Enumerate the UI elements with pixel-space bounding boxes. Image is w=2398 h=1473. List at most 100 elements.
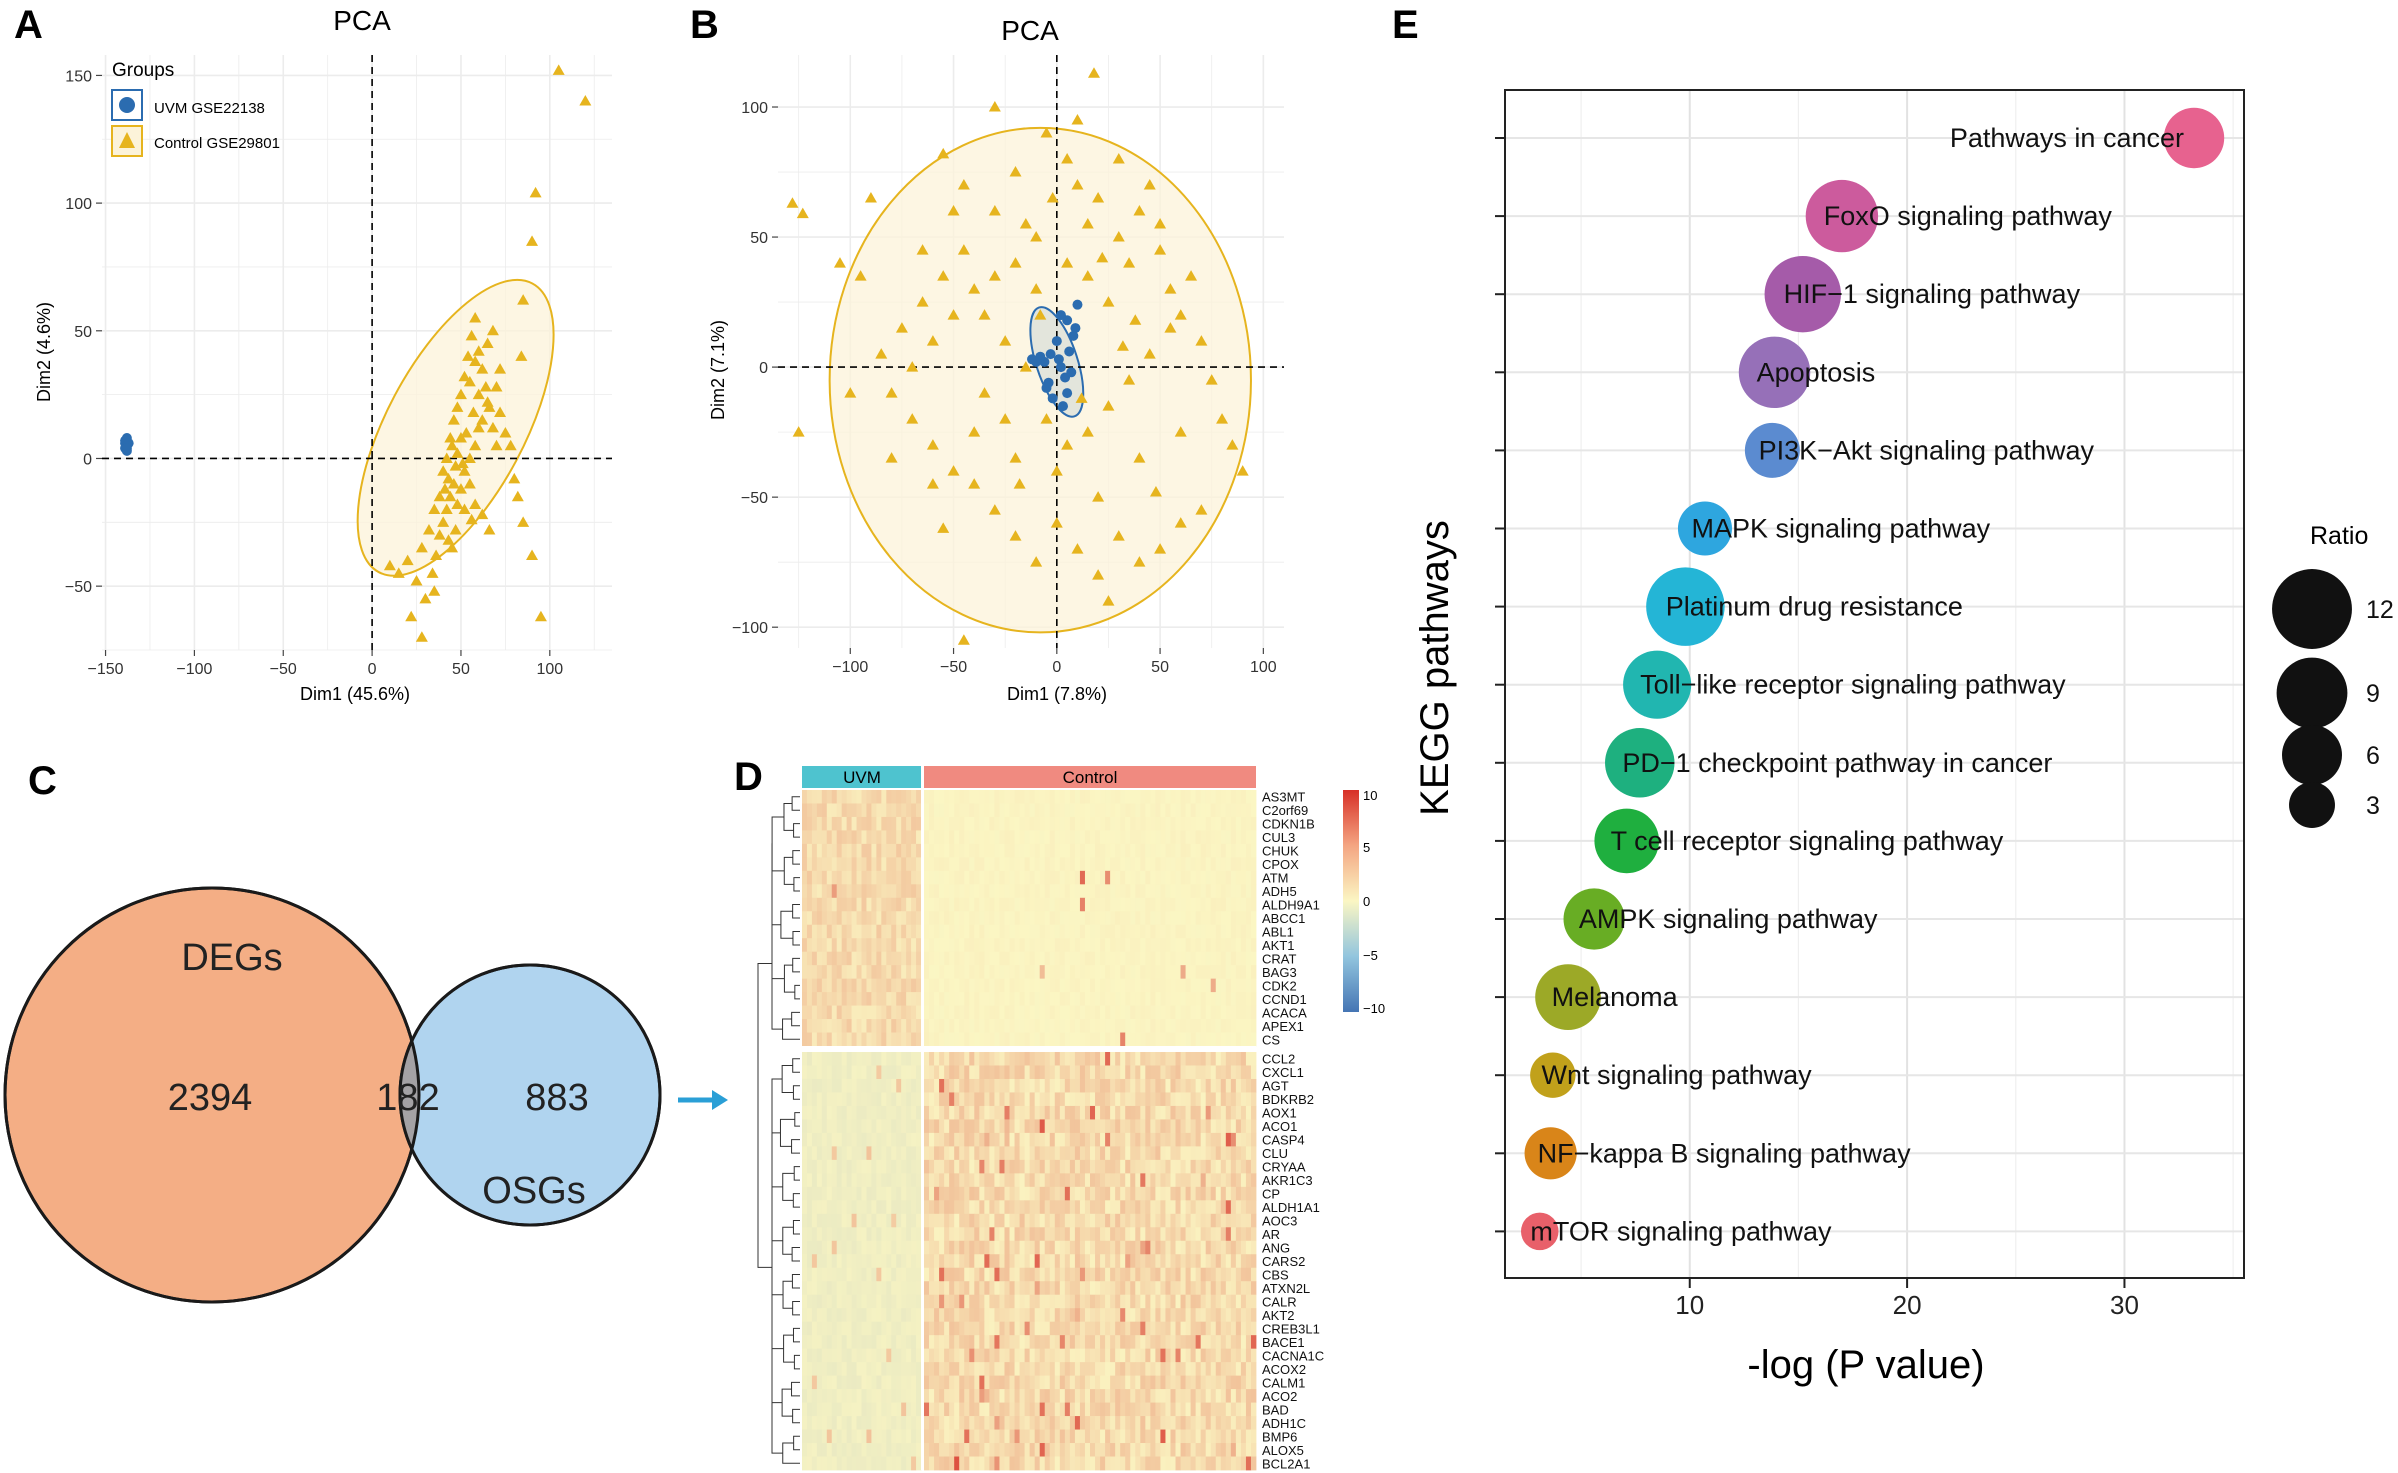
- heat-cell: [1059, 1335, 1066, 1350]
- heat-cell: [1145, 1032, 1151, 1047]
- heat-cell: [1215, 1443, 1222, 1457]
- heat-cell: [999, 816, 1005, 831]
- heat-cell: [856, 1019, 862, 1033]
- heat-cell: [1240, 1348, 1247, 1363]
- y-tick-label: 50: [74, 324, 92, 341]
- gene-label: CRYAA: [1262, 1160, 1306, 1175]
- heat-cell: [1135, 1119, 1141, 1134]
- heat-cell: [1059, 857, 1066, 872]
- heat-cell: [1059, 992, 1066, 1006]
- heat-cell: [1210, 1173, 1217, 1188]
- heat-cell: [1019, 1443, 1026, 1457]
- heat-cell: [1069, 857, 1076, 872]
- heat-cell: [944, 1416, 950, 1430]
- heat-cell: [1034, 1321, 1041, 1336]
- heat-cell: [944, 1052, 950, 1066]
- heat-cell: [999, 897, 1005, 912]
- heat-cell: [924, 1375, 930, 1390]
- heat-cell: [1014, 816, 1020, 831]
- heat-cell: [1100, 1078, 1106, 1093]
- heat-cell: [1059, 1348, 1066, 1363]
- gene-label: ANG: [1262, 1241, 1290, 1256]
- heat-cell: [1110, 803, 1116, 818]
- heat-cell: [1095, 1416, 1101, 1430]
- heat-cell: [871, 1321, 877, 1336]
- heat-cell: [806, 1294, 813, 1309]
- heat-cell: [1090, 951, 1096, 966]
- heat-cell: [1044, 965, 1051, 980]
- heat-cell: [866, 1281, 872, 1296]
- heat-cell: [1175, 1281, 1181, 1296]
- heat-cell: [821, 897, 828, 912]
- heat-cell: [1014, 1105, 1020, 1120]
- heat-cell: [861, 1240, 867, 1255]
- heat-cell: [1150, 1092, 1156, 1107]
- heat-cell: [929, 1186, 935, 1201]
- heat-cell: [1180, 938, 1186, 953]
- y-tick-label: 50: [750, 230, 768, 247]
- heat-cell: [974, 1362, 980, 1377]
- heat-cell: [974, 830, 980, 845]
- heat-cell: [1105, 1213, 1111, 1228]
- heat-cell: [876, 1375, 882, 1390]
- heat-cell: [1165, 1227, 1171, 1242]
- heat-cell: [1160, 1389, 1166, 1403]
- heat-cell: [886, 1254, 892, 1269]
- heat-cell: [1170, 1052, 1176, 1066]
- heat-cell: [1155, 965, 1161, 980]
- heat-cell: [1160, 1186, 1166, 1201]
- heat-cell: [1185, 870, 1192, 885]
- heat-cell: [1024, 1146, 1031, 1161]
- heat-cell: [1205, 1078, 1212, 1093]
- heat-cell: [1155, 1019, 1161, 1033]
- point-control: [1081, 426, 1094, 437]
- heat-cell: [886, 1443, 892, 1457]
- heat-cell: [1125, 1186, 1131, 1201]
- x-tick-label: 0: [1052, 659, 1061, 676]
- heat-cell: [959, 992, 965, 1006]
- heat-cell: [1135, 1227, 1141, 1242]
- heat-cell: [1084, 1375, 1091, 1390]
- heat-cell: [1210, 1281, 1217, 1296]
- heat-cell: [989, 1146, 995, 1161]
- heat-cell: [1165, 1200, 1171, 1215]
- heat-cell: [1180, 1213, 1186, 1228]
- heat-cell: [1090, 978, 1096, 993]
- heat-cell: [964, 965, 970, 980]
- heat-cell: [1024, 1375, 1031, 1390]
- gene-label: CALM1: [1262, 1375, 1305, 1390]
- heat-cell: [1245, 965, 1252, 980]
- heat-cell: [802, 803, 808, 818]
- heat-cell: [1120, 1119, 1126, 1134]
- heat-cell: [881, 1092, 887, 1107]
- heat-cell: [974, 1335, 980, 1350]
- heat-cell: [906, 1213, 912, 1228]
- heat-cell: [1095, 938, 1101, 953]
- heat-cell: [1230, 1019, 1237, 1033]
- heat-cell: [1084, 965, 1091, 980]
- heat-cell: [1160, 978, 1166, 993]
- heat-cell: [916, 1402, 922, 1417]
- heat-cell: [846, 1078, 852, 1093]
- heat-cell: [886, 938, 892, 953]
- heat-cell: [984, 1429, 990, 1444]
- heat-cell: [1120, 1267, 1126, 1282]
- heat-cell: [964, 1159, 970, 1174]
- heat-cell: [1240, 1416, 1247, 1430]
- heat-cell: [1105, 1402, 1111, 1417]
- heat-cell: [1180, 965, 1186, 980]
- heat-cell: [1110, 924, 1116, 939]
- heat-cell: [1004, 816, 1010, 831]
- heat-cell: [969, 1294, 975, 1309]
- heat-cell: [924, 1213, 930, 1228]
- heat-cell: [806, 857, 813, 872]
- heat-cell: [1190, 1416, 1197, 1430]
- heat-cell: [1140, 1321, 1146, 1336]
- heat-cell: [1185, 1119, 1192, 1134]
- heat-cell: [831, 951, 838, 966]
- heat-cell: [916, 1119, 922, 1134]
- heat-cell: [1205, 1019, 1212, 1033]
- heat-cell: [1110, 830, 1116, 845]
- heat-cell: [1225, 1213, 1232, 1228]
- heat-cell: [916, 924, 922, 939]
